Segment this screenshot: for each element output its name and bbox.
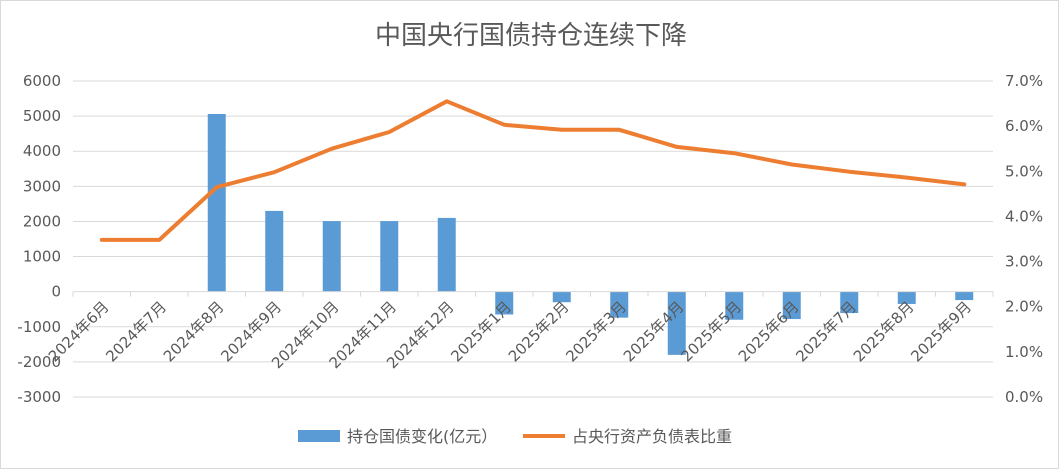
y-left-tick-label: 2000: [23, 212, 61, 230]
x-tick-label: 2025年3月: [562, 298, 630, 366]
y-axis-left: -3000 -2000 -1000 0 1000 2000 3000 4000 5000 6000: [17, 72, 61, 406]
y-left-tick-label: 4000: [23, 142, 61, 160]
bar: [495, 291, 514, 315]
y-left-tick-label: 5000: [23, 107, 61, 125]
y-left-tick-label: 6000: [23, 72, 61, 90]
bar-series: [207, 114, 974, 355]
x-tick-label: 2025年7月: [792, 298, 860, 366]
x-tick-label: 2024年7月: [102, 298, 170, 366]
y-left-tick-label: -1000: [17, 318, 61, 336]
bar: [437, 217, 456, 292]
bar: [897, 291, 916, 304]
bar: [610, 291, 629, 318]
bar: [380, 221, 399, 292]
x-tick-label: 2025年1月: [447, 298, 515, 366]
y-right-tick-label: 3.0%: [1005, 253, 1043, 271]
y-left-tick-label: -2000: [17, 353, 61, 371]
bar: [207, 114, 226, 292]
y-right-tick-label: 4.0%: [1005, 207, 1043, 225]
bar: [725, 291, 744, 320]
y-left-tick-label: 0: [51, 283, 61, 301]
x-tick-label: 2025年5月: [677, 298, 745, 366]
chart-title: 中国央行国债持仓连续下降: [375, 21, 687, 51]
y-axis-right: 0.0% 1.0% 2.0% 3.0% 4.0% 5.0% 6.0% 7.0%: [1005, 72, 1043, 406]
x-axis: [72, 291, 994, 297]
x-tick-labels: 2024年6月2024年7月2024年8月2024年9月2024年10月2024…: [45, 298, 975, 372]
line-path: [99, 99, 967, 242]
y-left-tick-label: 3000: [23, 177, 61, 195]
line-series: [99, 99, 967, 242]
x-tick-label: 2025年6月: [735, 298, 803, 366]
y-left-tick-label: 1000: [23, 248, 61, 266]
bar: [667, 291, 686, 355]
y-right-tick-label: 0.0%: [1005, 388, 1043, 406]
x-tick-label: 2025年2月: [505, 298, 573, 366]
y-right-tick-label: 5.0%: [1005, 162, 1043, 180]
bar: [955, 291, 974, 301]
legend-bar-label: 持仓国债变化(亿元）: [347, 427, 497, 446]
y-right-tick-label: 6.0%: [1005, 117, 1043, 135]
bar: [782, 291, 801, 320]
x-tick-label: 2025年9月: [907, 298, 975, 366]
x-tick-label: 2025年8月: [850, 298, 918, 366]
y-right-tick-label: 2.0%: [1005, 298, 1043, 316]
y-right-tick-label: 1.0%: [1005, 343, 1043, 361]
bar: [322, 221, 341, 292]
legend-bar-swatch: [298, 430, 340, 442]
bar: [840, 291, 859, 314]
bar: [265, 210, 284, 292]
bar: [552, 291, 571, 303]
legend: 持仓国债变化(亿元） 占央行资产负债表比重: [298, 427, 732, 446]
x-tick-label: 2024年8月: [160, 298, 228, 366]
y-left-tick-label: -3000: [17, 388, 61, 406]
legend-line-label: 占央行资产负债表比重: [572, 427, 732, 446]
y-right-tick-label: 7.0%: [1005, 72, 1043, 90]
